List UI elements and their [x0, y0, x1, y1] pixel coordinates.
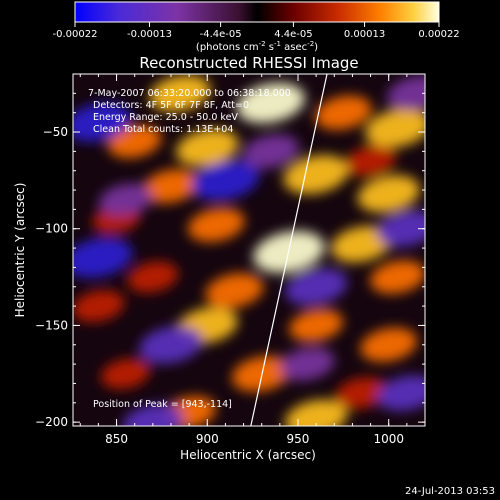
y-tick-label: −200: [35, 415, 68, 429]
annotation-detectors: Detectors: 4F 5F 6F 7F 8F, Att=0: [93, 100, 249, 111]
x-tick-label: 900: [196, 432, 219, 446]
positive-emission-blob: [176, 128, 239, 167]
positive-emission-blob: [335, 377, 388, 410]
negative-emission-blob: [139, 325, 203, 364]
solar-limb-line: [250, 73, 328, 427]
x-tick-label: 850: [105, 432, 128, 446]
positive-emission-blob: [283, 155, 349, 194]
positive-emission-blob: [73, 290, 125, 323]
heatmap-image: [73, 75, 425, 426]
y-tick-label: −150: [35, 318, 68, 332]
negative-emission-blob: [279, 347, 335, 381]
negative-emission-blob: [284, 268, 348, 306]
x-axis-label: Heliocentric X (arcsec): [180, 448, 316, 462]
positive-emission-blob: [142, 169, 200, 204]
negative-emission-blob: [122, 403, 184, 426]
x-tick-label: 1000: [373, 432, 404, 446]
positive-emission-blob: [365, 108, 425, 148]
colorbar-tick-label: -0.00022: [53, 29, 98, 40]
annotation-energy: Energy Range: 25.0 - 50.0 keV: [93, 112, 238, 123]
colorbar: -0.00022 -0.00013 -4.4e-05 4.4e-05 0.00013 0.…: [53, 1, 460, 53]
timestamp: 24-Jul-2013 03:53: [405, 486, 495, 497]
plot-area: 850 900 950 1000 −50 −100 −150 −200 7-May-2007 …: [35, 73, 426, 446]
colorbar-tick-label: 0.00022: [418, 29, 459, 40]
y-tick-label: −50: [43, 125, 68, 139]
positive-emission-blob: [188, 207, 245, 242]
annotation-clean: Clean Total counts: 1.13E+04: [93, 124, 233, 135]
colorbar-tick-label: -4.4e-05: [200, 29, 242, 40]
positive-emission-blob: [357, 175, 420, 213]
colorbar-gradient: [74, 1, 440, 23]
positive-emission-blob: [370, 260, 425, 294]
negative-emission-blob: [386, 75, 425, 111]
annotation-peak: Position of Peak = [943,-114]: [93, 399, 232, 410]
positive-emission-blob: [289, 309, 344, 342]
colorbar-ticks: -0.00022 -0.00013 -4.4e-05 4.4e-05 0.00013 0.…: [53, 22, 460, 40]
axis-ticks: 850 900 950 1000 −50 −100 −150 −200: [35, 73, 426, 446]
negative-emission-blob: [191, 160, 260, 201]
negative-emission-blob: [73, 102, 131, 142]
colorbar-tick-label: 4.4e-05: [274, 29, 312, 40]
x-tick-label: 950: [287, 432, 310, 446]
positive-emission-blob: [360, 327, 418, 362]
positive-emission-blob: [100, 358, 151, 389]
positive-emission-blob: [149, 75, 211, 112]
negative-emission-blob: [73, 237, 133, 278]
plot-frame: [72, 73, 426, 427]
annotation-time-range: 7-May-2007 06:33:20.000 to 06:38:18.000: [88, 88, 291, 99]
negative-emission-blob: [242, 134, 300, 169]
negative-emission-blob: [98, 183, 153, 217]
positive-emission-blob: [205, 273, 264, 309]
positive-emission-blob: [236, 82, 305, 124]
positive-emission-blob: [284, 399, 348, 426]
colorbar-tick-label: 0.00013: [344, 29, 385, 40]
negative-emission-blob: [376, 210, 425, 247]
y-axis-label: Heliocentric Y (arcsec): [13, 183, 27, 318]
positive-emission-blob: [127, 261, 179, 293]
colorbar-units: (photons cm-2 s-1 asec-2): [196, 40, 318, 53]
positive-emission-blob: [345, 145, 397, 177]
heatmap-blobs: [73, 75, 425, 426]
chart-title: Reconstructed RHESSI Image: [139, 54, 358, 72]
y-tick-label: −100: [35, 222, 68, 236]
colorbar-tick-label: -0.00013: [127, 29, 172, 40]
positive-emission-blob: [107, 125, 162, 159]
positive-emission-blob: [315, 95, 372, 130]
negative-emission-blob: [377, 375, 425, 411]
